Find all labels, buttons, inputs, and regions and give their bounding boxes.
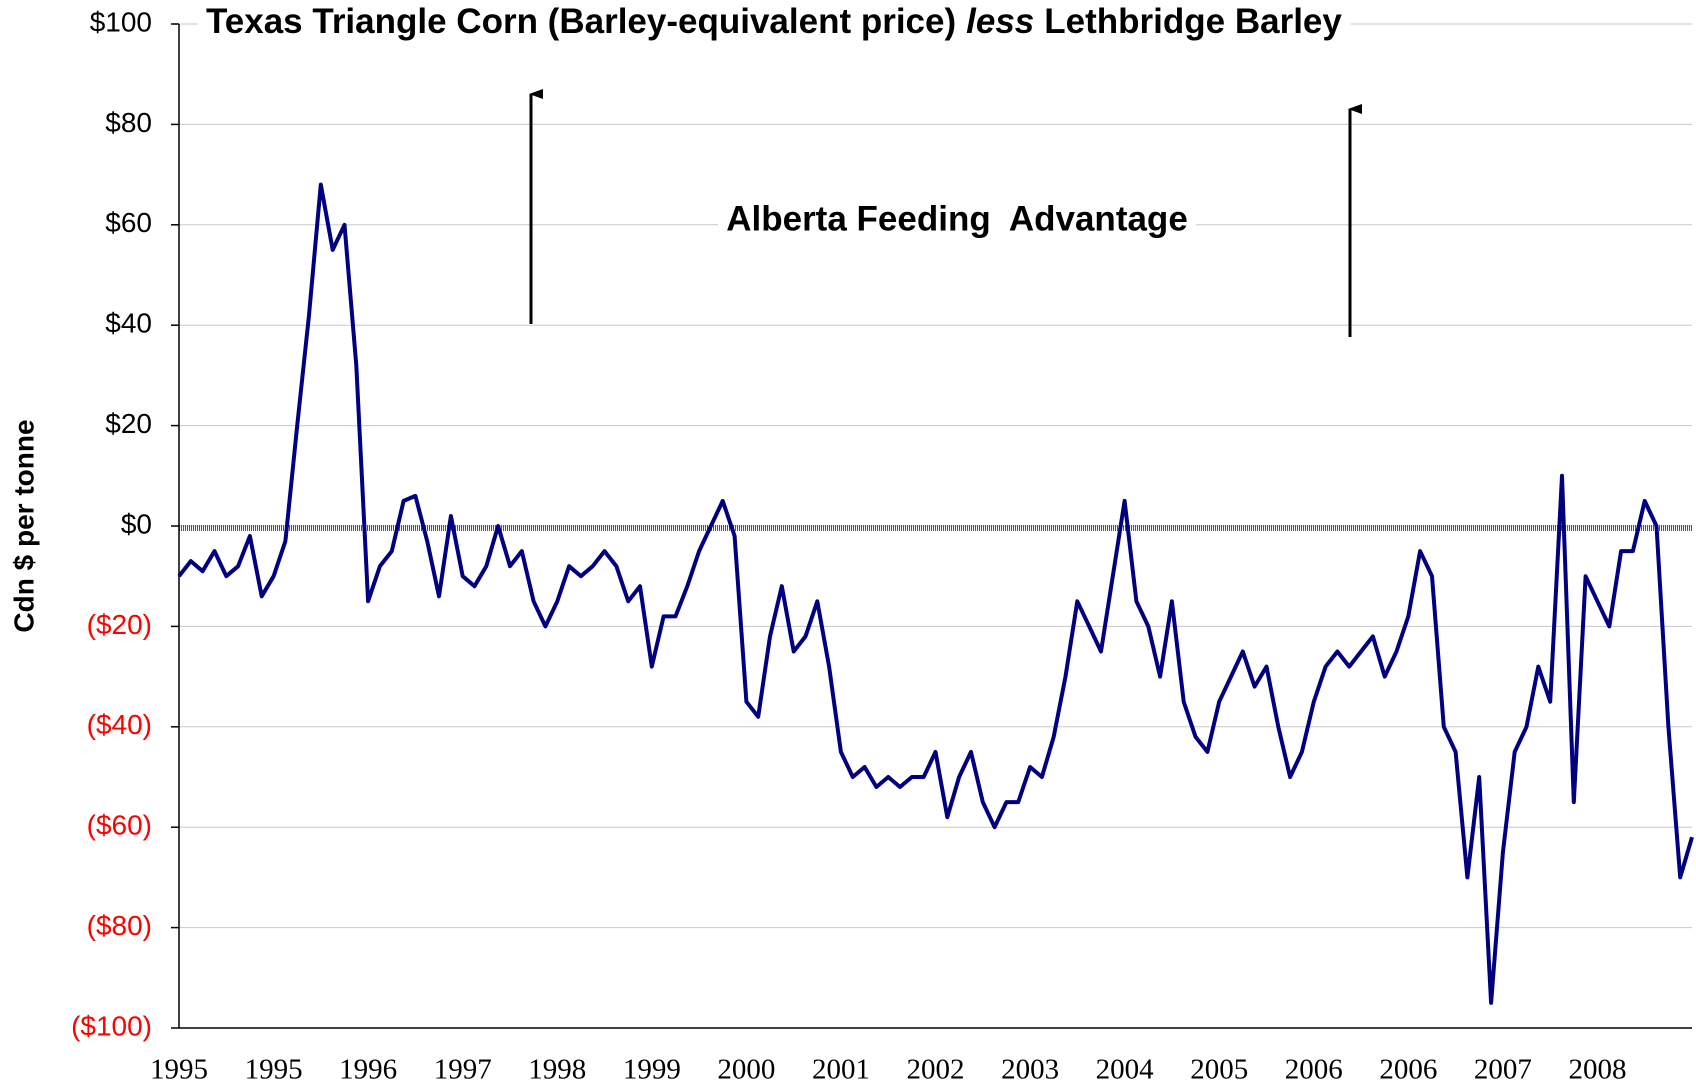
x-tick-label: 1997 <box>434 1054 492 1086</box>
y-tick-label: ($20) <box>87 609 152 640</box>
annotation: Alberta Feeding Advantage <box>726 199 1188 238</box>
chart-title: Texas Triangle Corn (Barley-equivalent p… <box>206 2 1342 41</box>
title-part: Texas Triangle Corn (Barley-equivalent p… <box>206 2 956 41</box>
y-tick-label: ($100) <box>71 1010 152 1041</box>
y-tick-label: ($80) <box>87 910 152 941</box>
y-tick-label: $20 <box>105 408 152 439</box>
x-tick-label: 2005 <box>1190 1054 1248 1086</box>
title-part: Lethbridge Barley <box>1044 2 1342 41</box>
x-tick-label: 1995 <box>150 1054 208 1086</box>
x-tick-label: 2001 <box>812 1054 870 1086</box>
y-tick-label: ($60) <box>87 810 152 841</box>
x-tick-label: 1998 <box>528 1054 586 1086</box>
x-tick-label: 2000 <box>717 1054 775 1086</box>
y-tick-label: $80 <box>105 107 152 138</box>
y-tick-label: $100 <box>90 6 152 37</box>
x-tick-label: 2006 <box>1379 1054 1437 1086</box>
x-tick-label: 2008 <box>1568 1054 1626 1086</box>
grid <box>171 23 1692 1029</box>
x-tick-label: 2003 <box>1001 1054 1059 1086</box>
x-tick-label: 2006 <box>1285 1054 1343 1086</box>
x-tick-label: 2004 <box>1096 1054 1155 1086</box>
y-tick-label: $0 <box>121 508 152 539</box>
x-tick-label: 2002 <box>907 1054 965 1086</box>
data-line <box>177 182 1694 1005</box>
x-tick-label: 1999 <box>623 1054 681 1086</box>
title-part: less <box>966 2 1034 41</box>
x-tick-label: 2007 <box>1474 1054 1532 1086</box>
y-tick-label: ($40) <box>87 709 152 740</box>
x-tick-label: 1996 <box>339 1054 397 1086</box>
y-axis-label: Cdn $ per tonne <box>8 419 39 632</box>
title-background <box>198 2 1351 42</box>
y-tick-label: $60 <box>105 207 152 238</box>
x-tick-label: 1995 <box>245 1054 303 1086</box>
y-tick-label: $40 <box>105 308 152 339</box>
annotation-background <box>718 199 1196 239</box>
